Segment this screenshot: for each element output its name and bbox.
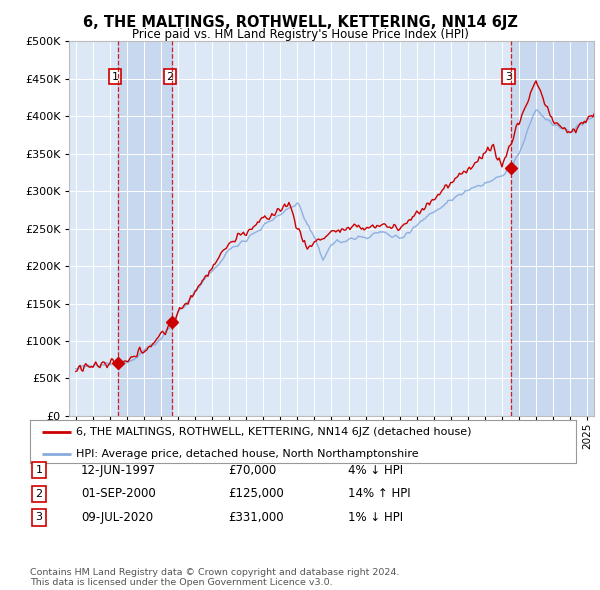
Bar [118, 41, 172, 416]
Text: 6, THE MALTINGS, ROTHWELL, KETTERING, NN14 6JZ: 6, THE MALTINGS, ROTHWELL, KETTERING, NN… [83, 15, 517, 30]
Text: 1: 1 [35, 466, 43, 475]
Text: 2: 2 [166, 71, 173, 81]
Text: 6, THE MALTINGS, ROTHWELL, KETTERING, NN14 6JZ (detached house): 6, THE MALTINGS, ROTHWELL, KETTERING, NN… [76, 427, 472, 437]
Text: 2: 2 [35, 489, 43, 499]
Text: Contains HM Land Registry data © Crown copyright and database right 2024.
This d: Contains HM Land Registry data © Crown c… [30, 568, 400, 587]
Text: £125,000: £125,000 [228, 487, 284, 500]
Text: 01-SEP-2000: 01-SEP-2000 [81, 487, 156, 500]
Text: 14% ↑ HPI: 14% ↑ HPI [348, 487, 410, 500]
Text: £70,000: £70,000 [228, 464, 276, 477]
Text: Price paid vs. HM Land Registry's House Price Index (HPI): Price paid vs. HM Land Registry's House … [131, 28, 469, 41]
Text: 09-JUL-2020: 09-JUL-2020 [81, 511, 153, 524]
Text: 1% ↓ HPI: 1% ↓ HPI [348, 511, 403, 524]
Bar [511, 41, 594, 416]
Text: 12-JUN-1997: 12-JUN-1997 [81, 464, 156, 477]
Text: 1: 1 [112, 71, 119, 81]
Text: 3: 3 [35, 513, 43, 522]
Text: 4% ↓ HPI: 4% ↓ HPI [348, 464, 403, 477]
Text: HPI: Average price, detached house, North Northamptonshire: HPI: Average price, detached house, Nort… [76, 448, 419, 458]
Text: £331,000: £331,000 [228, 511, 284, 524]
Text: 3: 3 [505, 71, 512, 81]
